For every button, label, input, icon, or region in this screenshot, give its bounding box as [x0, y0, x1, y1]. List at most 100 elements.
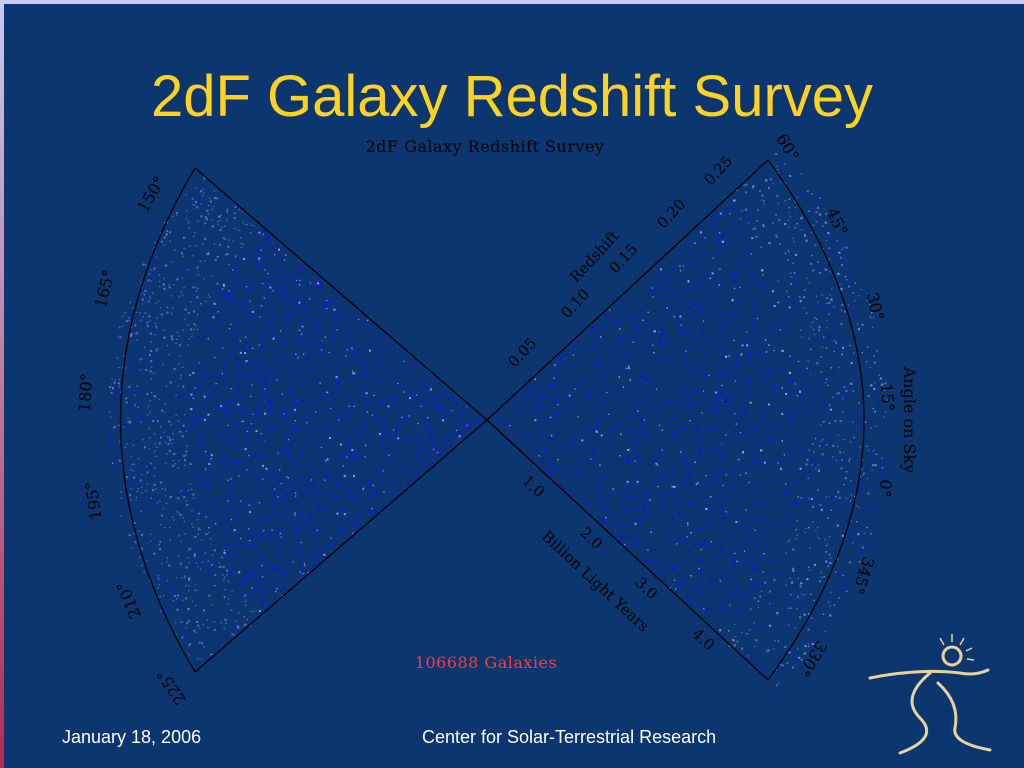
galaxy-point	[318, 466, 320, 468]
galaxy-point	[189, 547, 192, 550]
galaxy-point	[390, 355, 393, 357]
galaxy-point	[197, 274, 199, 276]
galaxy-point	[397, 382, 399, 385]
galaxy-point	[310, 515, 313, 518]
galaxy-point	[593, 485, 595, 487]
galaxy-point	[286, 479, 288, 481]
galaxy-point	[189, 334, 191, 336]
galaxy-point	[257, 597, 259, 600]
galaxy-point	[175, 342, 177, 344]
galaxy-point	[743, 423, 745, 425]
galaxy-point	[197, 527, 200, 529]
galaxy-point	[807, 236, 809, 238]
galaxy-point	[323, 553, 326, 556]
galaxy-point	[320, 497, 322, 500]
galaxy-point	[243, 529, 245, 531]
galaxy-point	[388, 342, 391, 345]
galaxy-point	[193, 497, 195, 499]
galaxy-point	[689, 414, 691, 416]
galaxy-point	[243, 511, 245, 513]
galaxy-point	[226, 366, 228, 368]
galaxy-point	[188, 643, 191, 646]
galaxy-point	[143, 294, 146, 296]
galaxy-point	[285, 286, 287, 289]
galaxy-point	[291, 312, 294, 315]
galaxy-point	[254, 589, 257, 591]
galaxy-point	[135, 332, 138, 335]
galaxy-point	[290, 378, 293, 380]
galaxy-point	[317, 332, 319, 334]
galaxy-point	[238, 360, 240, 362]
galaxy-point	[380, 475, 382, 477]
galaxy-point	[255, 437, 258, 440]
galaxy-point	[217, 380, 219, 382]
galaxy-point	[164, 514, 166, 516]
galaxy-point	[348, 458, 350, 460]
galaxy-point	[273, 306, 276, 309]
galaxy-point	[245, 377, 248, 380]
galaxy-point	[267, 237, 269, 239]
galaxy-point	[553, 414, 556, 416]
galaxy-point	[254, 370, 257, 373]
galaxy-point	[147, 275, 149, 277]
galaxy-point	[283, 413, 285, 415]
galaxy-point	[207, 394, 210, 397]
galaxy-point	[310, 488, 313, 490]
galaxy-point	[159, 398, 161, 401]
galaxy-point	[181, 311, 183, 313]
galaxy-point	[350, 418, 352, 421]
galaxy-point	[767, 403, 770, 406]
galaxy-point	[646, 441, 648, 443]
galaxy-point	[318, 560, 320, 562]
galaxy-point	[701, 361, 703, 363]
galaxy-point	[783, 384, 785, 387]
galaxy-point	[305, 522, 307, 524]
slide-title: 2dF Galaxy Redshift Survey	[150, 64, 874, 129]
galaxy-point	[770, 372, 773, 375]
galaxy-point	[198, 188, 200, 190]
galaxy-point	[768, 331, 770, 333]
galaxy-point	[249, 545, 251, 547]
galaxy-point	[153, 330, 156, 333]
galaxy-point	[873, 509, 876, 512]
galaxy-point	[412, 424, 415, 427]
galaxy-point	[335, 317, 338, 320]
galaxy-point	[608, 412, 610, 414]
galaxy-point	[336, 519, 339, 521]
galaxy-point	[462, 433, 465, 436]
galaxy-point	[323, 385, 325, 387]
galaxy-point	[280, 267, 282, 269]
galaxy-point	[721, 355, 724, 358]
galaxy-point	[267, 591, 269, 593]
galaxy-point	[153, 433, 156, 435]
galaxy-point	[277, 479, 280, 482]
galaxy-point	[196, 485, 199, 488]
galaxy-point	[146, 321, 149, 324]
galaxy-point	[598, 502, 600, 504]
galaxy-point	[350, 347, 353, 350]
galaxy-point	[659, 493, 661, 495]
galaxy-point	[156, 402, 158, 404]
galaxy-point	[731, 316, 734, 318]
galaxy-point	[652, 296, 654, 298]
galaxy-point	[655, 415, 657, 418]
galaxy-point	[203, 177, 206, 180]
galaxy-point	[182, 517, 184, 519]
galaxy-point	[265, 368, 268, 371]
galaxy-point	[334, 459, 336, 462]
galaxy-point	[132, 470, 134, 472]
galaxy-point	[316, 529, 318, 531]
galaxy-point	[438, 382, 440, 384]
galaxy-point	[348, 405, 350, 407]
galaxy-point	[378, 348, 380, 351]
galaxy-point	[285, 294, 287, 297]
galaxy-point	[294, 492, 297, 494]
galaxy-point	[210, 395, 213, 398]
galaxy-point	[324, 444, 326, 446]
galaxy-point	[286, 449, 289, 452]
galaxy-point	[302, 529, 304, 531]
galaxy-point	[169, 496, 171, 498]
galaxy-point	[394, 396, 397, 398]
galaxy-point	[686, 545, 689, 547]
galaxy-point	[193, 555, 196, 558]
